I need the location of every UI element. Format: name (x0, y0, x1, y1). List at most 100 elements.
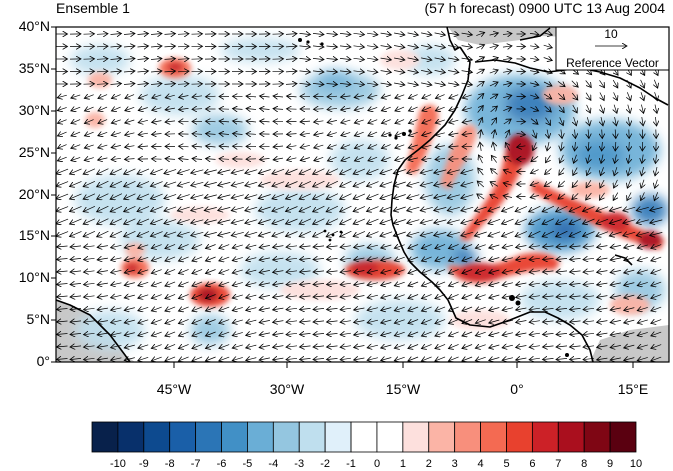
wind-vector (299, 83, 311, 84)
wind-vector (246, 96, 257, 97)
wind-vector (597, 271, 608, 273)
wind-vector (393, 232, 406, 236)
wind-vector (477, 181, 485, 188)
wind-vector (367, 206, 379, 212)
wind-vector (354, 333, 365, 335)
wind-vector (435, 244, 446, 248)
wind-vector (272, 181, 285, 187)
wind-vector (83, 168, 96, 174)
wind-vector (421, 257, 432, 261)
wind-vector (245, 195, 258, 199)
wind-vector (627, 92, 630, 100)
wind-vector (83, 193, 96, 199)
wind-vector (286, 271, 298, 272)
wind-vector (205, 257, 216, 261)
wind-vector (368, 120, 378, 124)
wind-vector (628, 167, 630, 176)
wind-vector (529, 246, 540, 248)
wind-vector (571, 92, 578, 100)
wind-vector (422, 158, 432, 160)
wind-vector (491, 118, 496, 126)
wind-vector (84, 296, 95, 297)
wind-vector (125, 133, 135, 135)
wind-vector (560, 154, 564, 163)
wind-vector (489, 258, 500, 261)
wind-vector (138, 345, 149, 348)
wind-vector (340, 283, 351, 285)
wind-vector (394, 83, 405, 85)
wind-vector (597, 258, 608, 260)
wind-vector (138, 146, 149, 147)
wind-vector (205, 245, 216, 249)
wind-vector (110, 59, 122, 60)
wind-vector (286, 181, 298, 187)
wind-vector (586, 92, 591, 101)
wind-vector (312, 33, 324, 34)
wind-vector (177, 59, 189, 60)
wind-vector (556, 218, 568, 225)
wind-vector (273, 308, 284, 310)
wind-vector (286, 258, 298, 259)
wind-vector (191, 232, 204, 235)
wind-vector (71, 157, 81, 160)
colorbar-cell (143, 421, 171, 453)
wind-vector (70, 246, 82, 247)
wind-vector (556, 230, 568, 237)
wind-vector (422, 107, 432, 111)
wind-vector (529, 283, 540, 285)
wind-vector (97, 296, 108, 298)
wind-vector (367, 46, 378, 48)
wind-vector (273, 246, 284, 248)
wind-vector (326, 46, 338, 47)
wind-vector (84, 158, 94, 161)
wind-vector (503, 83, 512, 85)
wind-vector (124, 168, 136, 174)
wind-vector (260, 121, 270, 122)
wind-vector (434, 58, 446, 60)
wind-vector (530, 118, 538, 125)
wind-vector (206, 146, 216, 147)
wind-vector (178, 307, 189, 311)
wind-vector (70, 258, 82, 259)
wind-vector (259, 320, 270, 322)
wind-vector (421, 83, 432, 85)
wind-vector (164, 194, 177, 198)
wind-vector (533, 129, 536, 138)
wind-vector (124, 245, 135, 248)
wind-vector (393, 207, 406, 211)
wind-vector (84, 107, 94, 111)
wind-vector (435, 95, 445, 99)
wind-vector (381, 308, 392, 311)
colorbar-cell (454, 421, 481, 453)
wind-vector (313, 333, 325, 334)
wind-vector (313, 218, 325, 225)
wind-vector (206, 134, 216, 135)
wind-vector (192, 332, 203, 336)
wind-vector (475, 282, 486, 286)
wind-vector (260, 158, 270, 159)
wind-vector (259, 258, 270, 260)
wind-vector (339, 46, 351, 47)
wind-vector (506, 130, 510, 139)
wind-vector (246, 295, 257, 298)
colorbar-cell (350, 421, 378, 453)
wind-vector (111, 258, 122, 260)
wind-vector (394, 320, 405, 324)
wind-vector (462, 257, 473, 261)
wind-vector (381, 320, 392, 323)
wind-vector (583, 296, 595, 297)
colorbar-cell (195, 421, 222, 453)
wind-vector (651, 245, 662, 249)
wind-vector (151, 332, 162, 336)
wind-vector (246, 258, 257, 261)
wind-vector (560, 117, 564, 125)
wind-vector (219, 307, 230, 311)
wind-vector (489, 320, 500, 323)
wind-vector (179, 108, 189, 109)
wind-vector (70, 283, 82, 284)
map-title-right: (57 h forecast) 0900 UTC 13 Aug 2004 (424, 0, 665, 16)
wind-vector (530, 71, 539, 73)
wind-vector (70, 308, 82, 309)
wind-vector (84, 132, 94, 136)
wind-vector (232, 295, 243, 298)
